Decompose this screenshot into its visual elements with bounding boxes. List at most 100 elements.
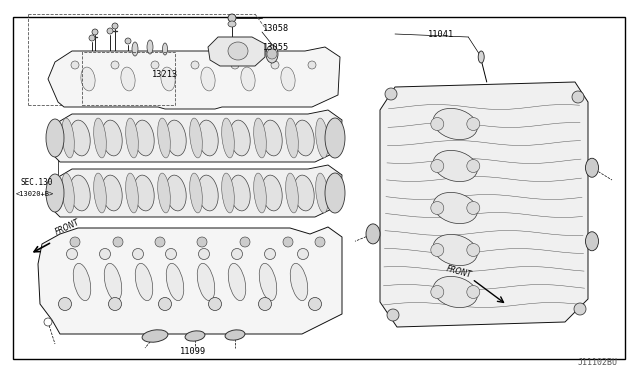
Ellipse shape <box>70 120 90 156</box>
Circle shape <box>232 248 243 260</box>
Circle shape <box>228 14 236 22</box>
Circle shape <box>308 61 316 69</box>
Ellipse shape <box>586 158 598 177</box>
Ellipse shape <box>61 118 74 158</box>
Ellipse shape <box>166 263 184 301</box>
Circle shape <box>467 285 480 298</box>
Circle shape <box>298 248 308 260</box>
Polygon shape <box>208 37 265 66</box>
Circle shape <box>197 237 207 247</box>
Text: 13058: 13058 <box>263 23 289 32</box>
Text: FRONT: FRONT <box>54 218 81 237</box>
Ellipse shape <box>189 118 202 158</box>
Circle shape <box>113 237 123 247</box>
Circle shape <box>467 160 480 173</box>
Ellipse shape <box>294 175 314 211</box>
Circle shape <box>159 298 172 311</box>
Ellipse shape <box>433 108 477 140</box>
Circle shape <box>574 303 586 315</box>
Text: FRONT: FRONT <box>445 264 472 280</box>
Circle shape <box>92 29 98 35</box>
Circle shape <box>70 237 80 247</box>
Text: <13020+B>: <13020+B> <box>16 191 54 197</box>
Ellipse shape <box>142 330 168 342</box>
Circle shape <box>431 118 444 131</box>
Circle shape <box>107 28 113 34</box>
Ellipse shape <box>134 120 154 156</box>
Ellipse shape <box>325 173 345 213</box>
Ellipse shape <box>221 118 234 158</box>
Circle shape <box>67 248 77 260</box>
Ellipse shape <box>281 67 295 91</box>
Ellipse shape <box>70 175 90 211</box>
Ellipse shape <box>586 232 598 251</box>
Circle shape <box>431 202 444 215</box>
Ellipse shape <box>46 119 64 157</box>
Ellipse shape <box>433 192 477 224</box>
Ellipse shape <box>325 118 345 158</box>
Text: 11099: 11099 <box>180 347 206 356</box>
Ellipse shape <box>157 173 170 213</box>
Ellipse shape <box>102 175 122 211</box>
Ellipse shape <box>161 67 175 91</box>
Ellipse shape <box>189 173 202 213</box>
Ellipse shape <box>157 118 170 158</box>
Circle shape <box>264 248 275 260</box>
Circle shape <box>271 61 279 69</box>
Circle shape <box>259 298 271 311</box>
Ellipse shape <box>316 173 328 213</box>
Ellipse shape <box>262 175 282 211</box>
Ellipse shape <box>201 67 215 91</box>
Ellipse shape <box>253 118 266 158</box>
Ellipse shape <box>316 118 328 158</box>
Text: 13213: 13213 <box>152 70 179 78</box>
Ellipse shape <box>290 263 308 301</box>
Ellipse shape <box>433 150 477 182</box>
Ellipse shape <box>163 43 168 55</box>
Ellipse shape <box>478 51 484 63</box>
Ellipse shape <box>125 173 138 213</box>
Ellipse shape <box>285 118 298 158</box>
Ellipse shape <box>228 263 246 301</box>
Circle shape <box>267 49 277 59</box>
Circle shape <box>240 237 250 247</box>
Ellipse shape <box>433 276 477 308</box>
Text: 11041: 11041 <box>428 29 454 38</box>
Circle shape <box>467 118 480 131</box>
Polygon shape <box>380 82 588 327</box>
Ellipse shape <box>93 118 106 158</box>
Circle shape <box>89 35 95 41</box>
Ellipse shape <box>197 263 215 301</box>
Ellipse shape <box>262 120 282 156</box>
Ellipse shape <box>198 120 218 156</box>
Circle shape <box>44 318 52 326</box>
Ellipse shape <box>166 120 186 156</box>
Circle shape <box>467 244 480 257</box>
Ellipse shape <box>228 21 236 27</box>
Polygon shape <box>38 227 342 334</box>
Ellipse shape <box>294 120 314 156</box>
Ellipse shape <box>366 224 380 244</box>
Circle shape <box>109 298 122 311</box>
Circle shape <box>198 248 209 260</box>
Polygon shape <box>48 165 342 217</box>
Ellipse shape <box>166 175 186 211</box>
Ellipse shape <box>185 331 205 341</box>
Ellipse shape <box>433 234 477 266</box>
Ellipse shape <box>121 67 135 91</box>
Circle shape <box>155 237 165 247</box>
Circle shape <box>71 61 79 69</box>
Ellipse shape <box>93 173 106 213</box>
Ellipse shape <box>134 175 154 211</box>
Ellipse shape <box>230 175 250 211</box>
Ellipse shape <box>259 263 276 301</box>
Circle shape <box>467 202 480 215</box>
Circle shape <box>125 38 131 44</box>
Polygon shape <box>48 47 340 109</box>
Circle shape <box>572 91 584 103</box>
Ellipse shape <box>198 175 218 211</box>
Circle shape <box>112 23 118 29</box>
Circle shape <box>385 88 397 100</box>
Ellipse shape <box>132 42 138 56</box>
Ellipse shape <box>135 263 153 301</box>
